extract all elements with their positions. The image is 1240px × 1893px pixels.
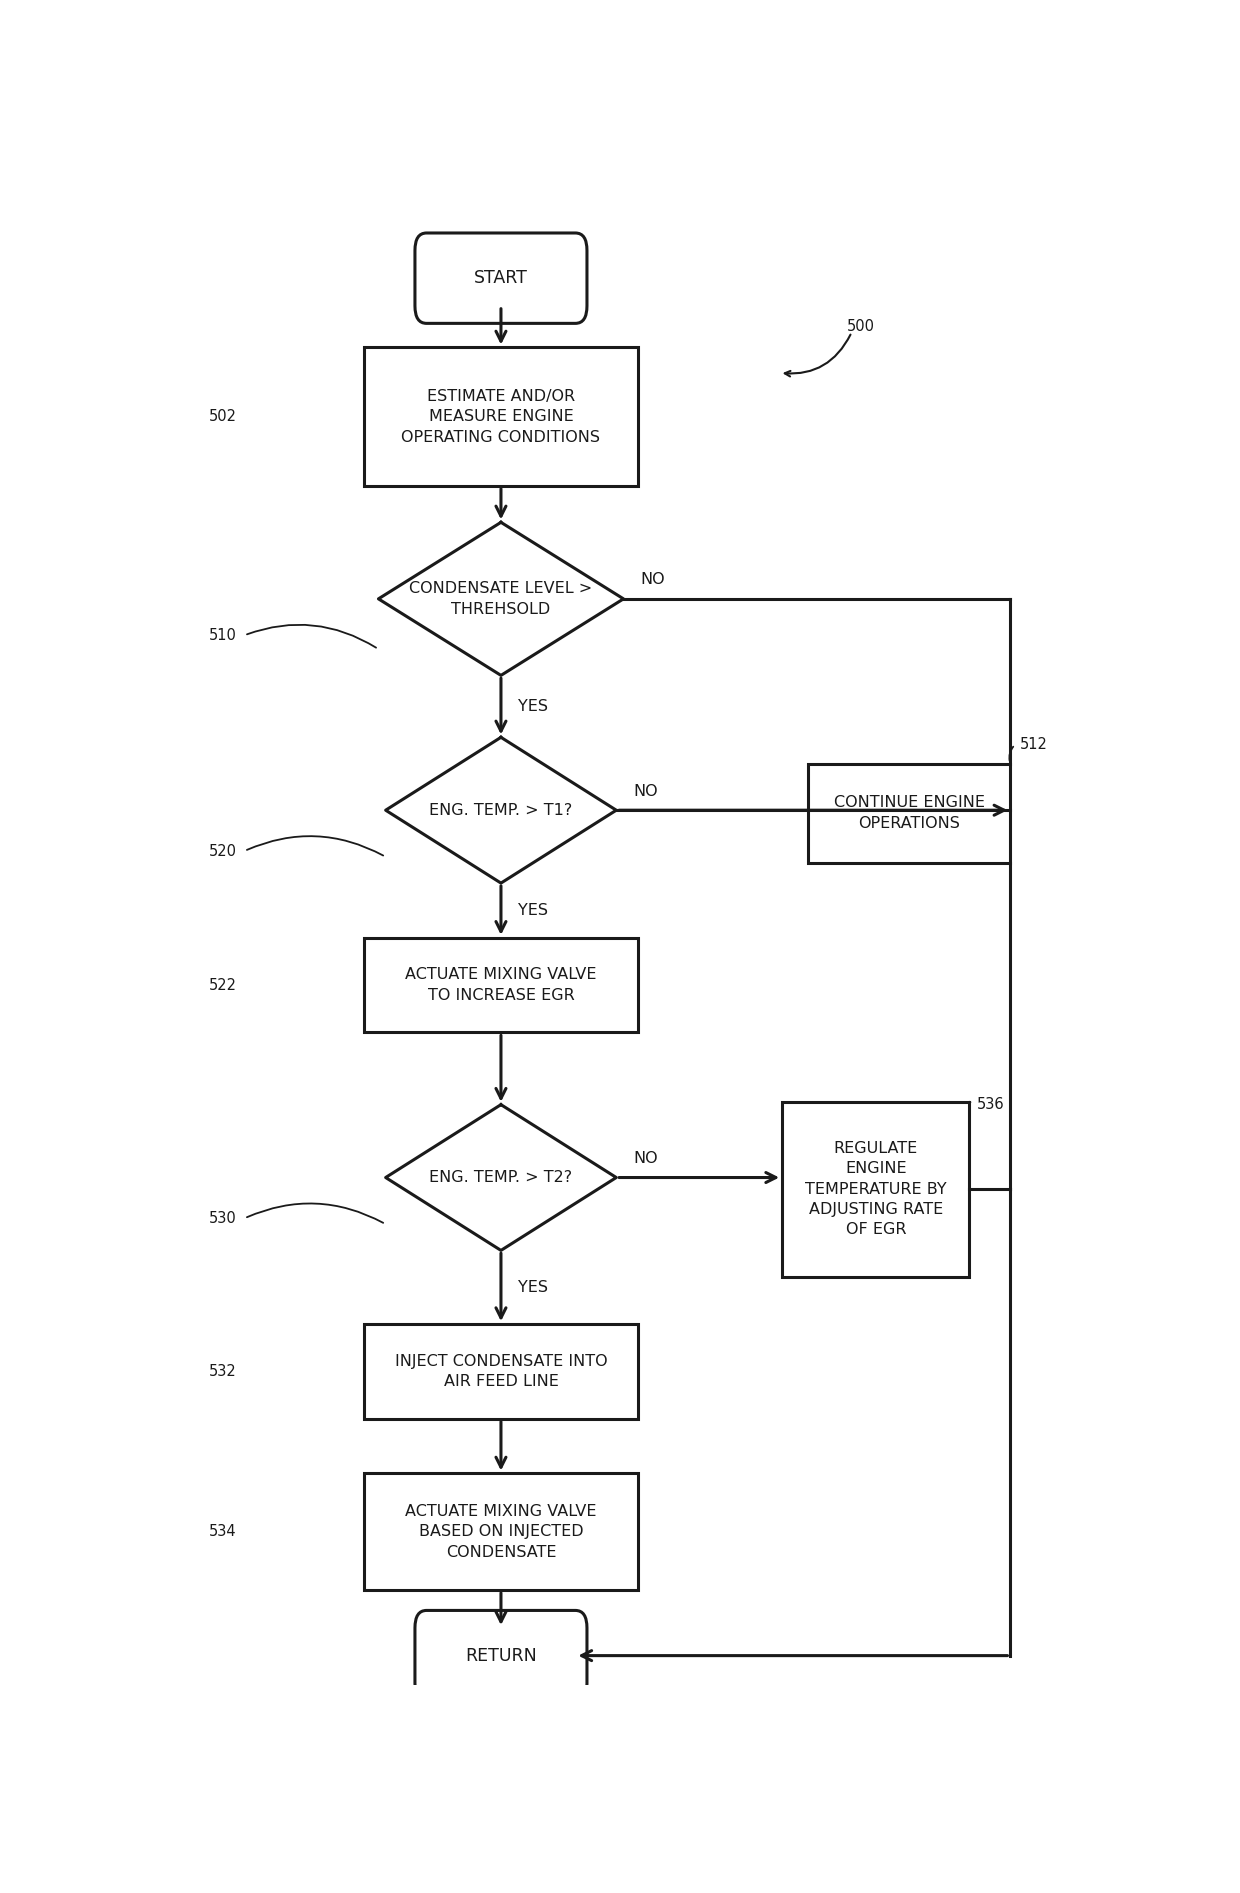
Text: ESTIMATE AND/OR
MEASURE ENGINE
OPERATING CONDITIONS: ESTIMATE AND/OR MEASURE ENGINE OPERATING… (402, 388, 600, 445)
Text: 512: 512 (1019, 736, 1048, 752)
Text: YES: YES (518, 903, 548, 918)
Text: 500: 500 (847, 318, 875, 333)
Text: NO: NO (641, 572, 666, 587)
Text: ENG. TEMP. > T2?: ENG. TEMP. > T2? (429, 1170, 573, 1185)
Text: ENG. TEMP. > T1?: ENG. TEMP. > T1? (429, 803, 573, 818)
Bar (365, 1473, 637, 1590)
Text: RETURN: RETURN (465, 1647, 537, 1664)
Text: YES: YES (518, 699, 548, 714)
Text: 534: 534 (210, 1524, 237, 1539)
Text: 536: 536 (977, 1098, 1004, 1113)
Bar (365, 1323, 637, 1418)
Bar (808, 763, 1011, 863)
Text: ACTUATE MIXING VALVE
TO INCREASE EGR: ACTUATE MIXING VALVE TO INCREASE EGR (405, 967, 596, 1003)
Text: NO: NO (634, 784, 658, 799)
Text: INJECT CONDENSATE INTO
AIR FEED LINE: INJECT CONDENSATE INTO AIR FEED LINE (394, 1353, 608, 1389)
Bar (365, 937, 637, 1032)
Text: 520: 520 (208, 844, 237, 859)
Polygon shape (378, 522, 624, 676)
FancyBboxPatch shape (415, 233, 587, 324)
Text: 530: 530 (208, 1212, 237, 1227)
Text: CONTINUE ENGINE
OPERATIONS: CONTINUE ENGINE OPERATIONS (833, 795, 985, 831)
Polygon shape (386, 1106, 616, 1251)
Polygon shape (386, 736, 616, 882)
Text: 532: 532 (208, 1363, 237, 1378)
Text: NO: NO (634, 1151, 658, 1166)
Text: CONDENSATE LEVEL >
THREHSOLD: CONDENSATE LEVEL > THREHSOLD (409, 581, 593, 617)
Text: 502: 502 (208, 409, 237, 424)
Text: 510: 510 (208, 628, 237, 644)
Text: 522: 522 (208, 977, 237, 992)
Text: START: START (474, 269, 528, 288)
Text: YES: YES (518, 1280, 548, 1295)
Bar (365, 348, 637, 487)
FancyBboxPatch shape (415, 1611, 587, 1700)
Text: ACTUATE MIXING VALVE
BASED ON INJECTED
CONDENSATE: ACTUATE MIXING VALVE BASED ON INJECTED C… (405, 1503, 596, 1560)
Text: REGULATE
ENGINE
TEMPERATURE BY
ADJUSTING RATE
OF EGR: REGULATE ENGINE TEMPERATURE BY ADJUSTING… (805, 1141, 946, 1238)
Bar (782, 1102, 970, 1276)
